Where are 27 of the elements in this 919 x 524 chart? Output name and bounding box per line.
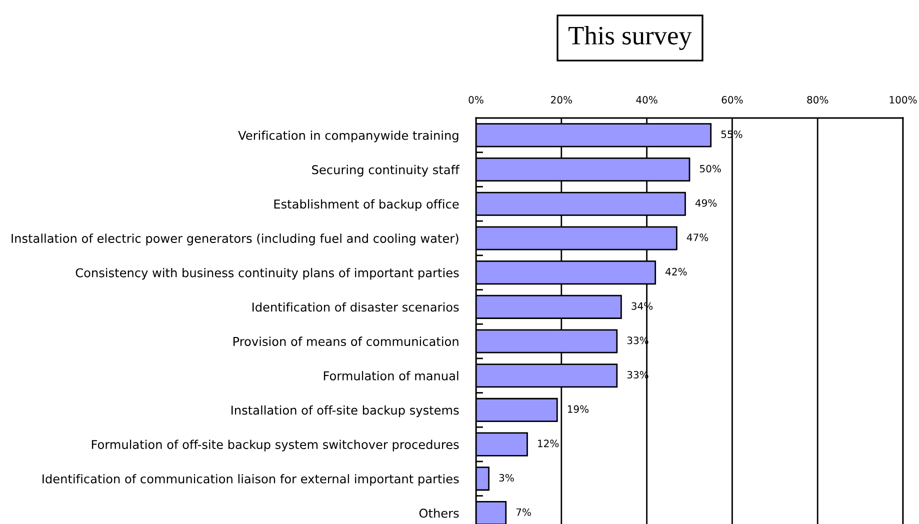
data-label: 47% — [686, 234, 708, 242]
x-tick-label: 40% — [636, 96, 658, 104]
data-label: 49% — [695, 199, 717, 207]
y-tick-label: Establishment of backup office — [274, 199, 459, 211]
y-tick-label: Verification in companywide training — [238, 130, 458, 142]
chart-title: This survey — [568, 26, 692, 50]
data-label: 7% — [516, 508, 531, 516]
y-tick-label: Identification of communication liaison for external important parties — [42, 474, 459, 486]
y-tick-label: Identification of disaster scenarios — [252, 302, 459, 312]
data-label: 42% — [666, 268, 687, 276]
data-label: 3% — [499, 474, 514, 482]
x-tick-label: 80% — [807, 96, 828, 104]
data-label: 12% — [538, 440, 559, 448]
x-tick-label: 20% — [551, 96, 572, 104]
data-label: 50% — [700, 164, 721, 172]
y-tick-label: Others — [419, 508, 459, 518]
x-tick-label: 0% — [468, 96, 484, 104]
x-tick-label: 60% — [722, 96, 743, 104]
y-tick-label: Provision of means of communication — [233, 336, 458, 346]
y-tick-label: Securing continuity staff — [312, 164, 460, 177]
y-tick-label: Formulation of off-site backup system switchover procedures — [92, 440, 459, 452]
y-tick-label: Formulation of manual — [324, 371, 458, 380]
y-tick-label: Consistency with business continuity plans of important parties — [76, 268, 459, 280]
data-label: 19% — [568, 405, 589, 413]
y-tick-label: Installation of off-site backup systems — [232, 405, 459, 418]
y-tick-label: Installation of electric power generators (including fuel and cooling water) — [12, 234, 458, 246]
x-tick-label: 100% — [890, 96, 917, 104]
